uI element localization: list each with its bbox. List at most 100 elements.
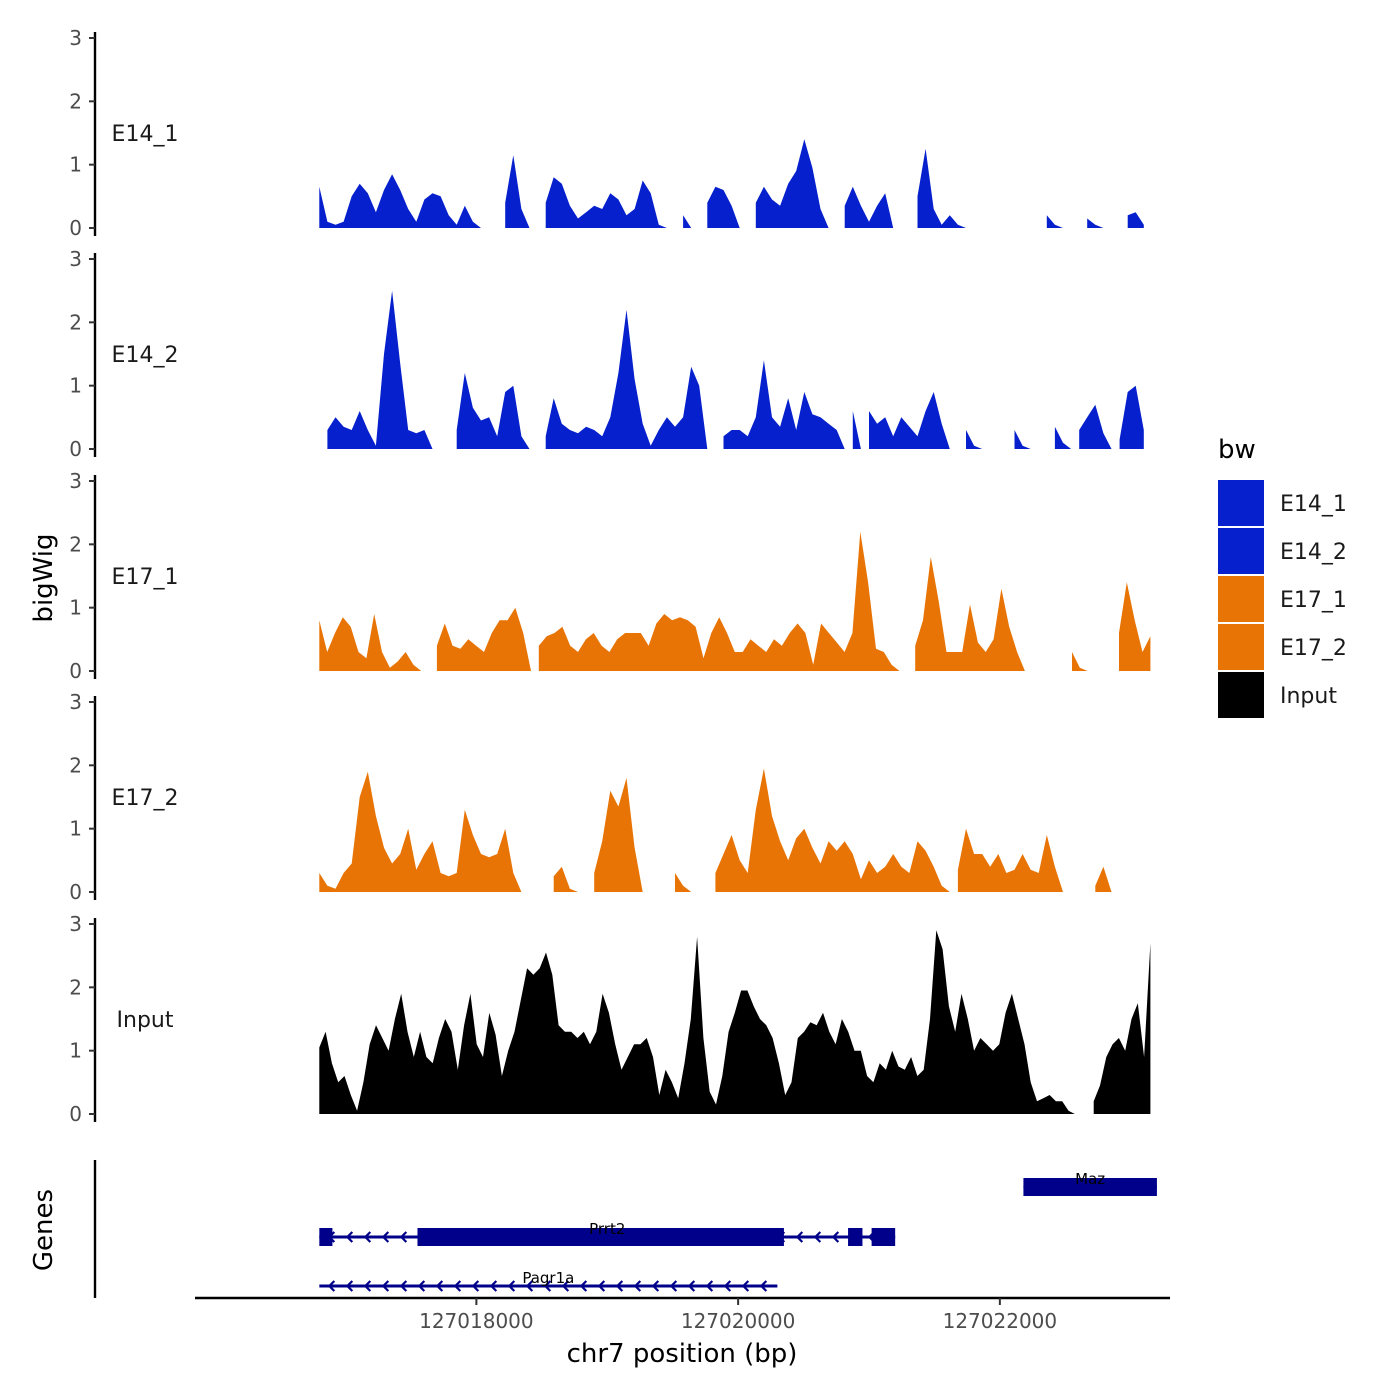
legend-swatch (1218, 528, 1264, 574)
coverage-area (319, 768, 1144, 892)
legend-swatch (1218, 480, 1264, 526)
strand-arrow (831, 1231, 840, 1243)
strand-arrow (489, 1280, 498, 1292)
gene-maz: Maz (1023, 1170, 1157, 1196)
y-tick-label: 2 (69, 89, 82, 113)
strand-arrow (741, 1280, 750, 1292)
strand-arrow (669, 1280, 678, 1292)
track-label: Input (117, 1008, 174, 1033)
y-tick-label: 0 (69, 1102, 82, 1126)
y-tick-label: 3 (69, 247, 82, 271)
legend-label: E14_2 (1280, 540, 1347, 565)
coverage-area (319, 930, 1151, 1114)
legend-swatch (1218, 624, 1264, 670)
strand-arrow (687, 1280, 696, 1292)
track-e17-2: 0 1 2 3 E17_2 (69, 690, 1144, 904)
y-tick-label: 3 (69, 912, 82, 936)
track-label: E14_2 (112, 343, 179, 368)
genes-axis-title: Genes (29, 1189, 59, 1271)
strand-arrow (381, 1231, 390, 1243)
x-tick-label: 127018000 (419, 1309, 534, 1333)
y-tick-label: 0 (69, 437, 82, 461)
strand-arrow (345, 1280, 354, 1292)
strand-arrow (399, 1280, 408, 1292)
strand-arrow (759, 1280, 768, 1292)
legend-swatch (1218, 672, 1264, 718)
legend-label: E17_2 (1280, 636, 1347, 661)
gene-exon (417, 1228, 784, 1246)
strand-arrow (381, 1280, 390, 1292)
legend-item: E14_2 (1218, 528, 1347, 574)
y-tick-label: 1 (69, 596, 82, 620)
strand-arrow (453, 1280, 462, 1292)
legend-label: E14_1 (1280, 492, 1347, 517)
x-tick-label: 127022000 (943, 1309, 1058, 1333)
legend-label: E17_1 (1280, 588, 1347, 613)
strand-arrow (399, 1231, 408, 1243)
x-tick-label: 127020000 (681, 1309, 796, 1333)
track-input: 0 1 2 3 Input (69, 912, 1151, 1126)
track-e14-2: 0 1 2 3 E14_2 (69, 247, 1144, 461)
track-label: E17_1 (112, 565, 179, 590)
strand-arrow (435, 1280, 444, 1292)
legend-item: E17_2 (1218, 624, 1347, 670)
track-e17-1: 0 1 2 3 E17_1 (69, 469, 1151, 683)
y-tick-label: 3 (69, 26, 82, 50)
legend-item: E17_1 (1218, 576, 1347, 622)
gene-pagr1a: Pagr1a (319, 1269, 778, 1292)
gene-exon (319, 1228, 333, 1246)
strand-arrow (417, 1280, 426, 1292)
track-label: E17_2 (112, 786, 179, 811)
legend-item: Input (1218, 672, 1337, 718)
strand-arrow (651, 1280, 660, 1292)
y-tick-label: 0 (69, 216, 82, 240)
strand-arrow (363, 1231, 372, 1243)
gene-label: Prrt2 (589, 1220, 625, 1238)
genes-panel: Maz Prrt2 Pagr1a (93, 1160, 1157, 1298)
strand-arrow (525, 1280, 534, 1292)
gene-exon (871, 1228, 896, 1246)
strand-arrow (561, 1280, 570, 1292)
y-tick-label: 1 (69, 374, 82, 398)
strand-arrow (543, 1280, 552, 1292)
strand-arrow (597, 1280, 606, 1292)
y-tick-label: 2 (69, 975, 82, 999)
legend-item: E14_1 (1218, 480, 1347, 526)
gene-label: Pagr1a (522, 1269, 574, 1287)
legend: bw E14_1 E14_2 E17_1 E17_2 Input (1218, 435, 1347, 718)
y-tick-label: 2 (69, 532, 82, 556)
gene-prrt2: Prrt2 (319, 1220, 896, 1246)
track-label: E14_1 (112, 122, 179, 147)
strand-arrow (723, 1280, 732, 1292)
strand-arrow (345, 1231, 354, 1243)
signal-tracks: 0 1 2 3 E14_1 0 1 2 3 E14_2 0 1 2 3 E17_1 0 1 2 3 E17_2 0 1 2 3… (69, 26, 1151, 1126)
y-tick-label: 2 (69, 753, 82, 777)
strand-arrow (579, 1280, 588, 1292)
y-tick-label: 1 (69, 1039, 82, 1063)
strand-arrow (705, 1280, 714, 1292)
track-e14-1: 0 1 2 3 E14_1 (69, 26, 1144, 240)
gene-label: Maz (1075, 1170, 1105, 1188)
x-axis: 127018000 127020000 127022000 (195, 1296, 1170, 1333)
y-axis-title: bigWig (29, 533, 59, 622)
strand-arrow (507, 1280, 516, 1292)
strand-arrow (813, 1231, 822, 1243)
coverage-area (327, 290, 1144, 449)
strand-arrow (615, 1280, 624, 1292)
y-tick-label: 2 (69, 310, 82, 334)
y-tick-label: 0 (69, 659, 82, 683)
y-tick-label: 1 (69, 153, 82, 177)
strand-arrow (327, 1280, 336, 1292)
coverage-area (319, 139, 1144, 228)
gene-exon (848, 1228, 863, 1246)
legend-swatch (1218, 576, 1264, 622)
y-tick-label: 1 (69, 817, 82, 841)
strand-arrow (795, 1231, 804, 1243)
gene-exon (1023, 1178, 1157, 1196)
legend-label: Input (1280, 684, 1337, 709)
strand-arrow (633, 1280, 642, 1292)
strand-arrow (471, 1280, 480, 1292)
coverage-area (319, 531, 1151, 671)
y-tick-label: 0 (69, 880, 82, 904)
